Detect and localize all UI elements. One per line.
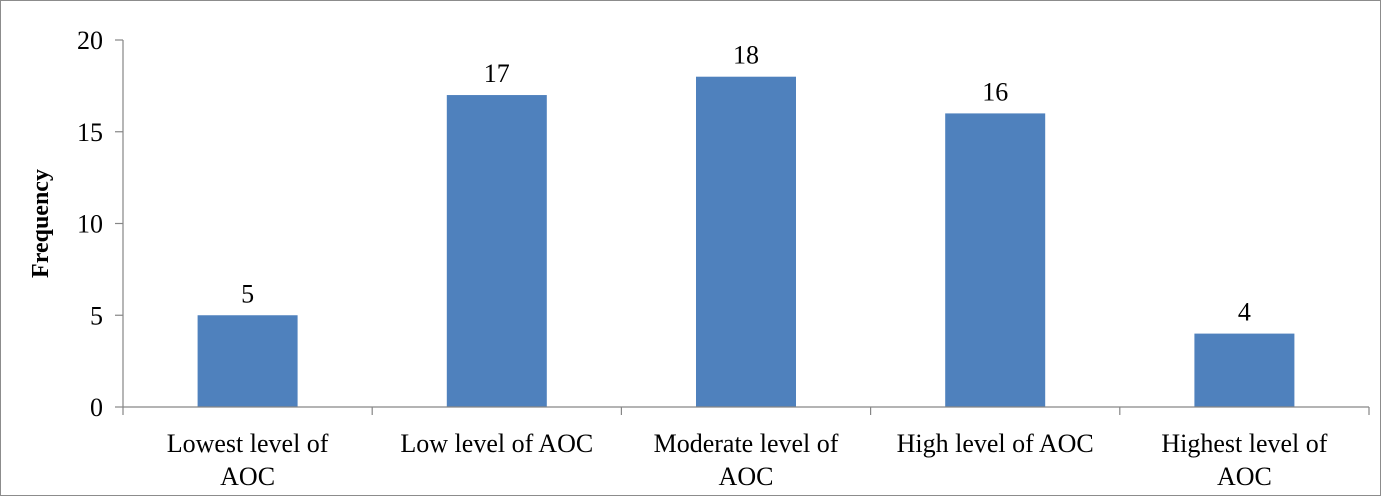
y-axis-ticks: 0 5 10 15 20 (77, 26, 123, 422)
bar (696, 76, 796, 407)
bar-value-label: 17 (484, 59, 510, 88)
x-axis-labels: Lowest level of AOC Low level of AOC Modera… (167, 429, 1328, 491)
y-tick-label: 0 (90, 393, 103, 422)
y-tick-label: 10 (77, 210, 103, 239)
x-category-label: Low level of AOC (400, 429, 593, 458)
x-category-label: High level of AOC (897, 429, 1094, 458)
bar-value-label: 5 (241, 279, 254, 308)
bar-value-label: 4 (1238, 298, 1251, 327)
x-axis-ticks (122, 407, 1370, 415)
bar-value-label: 16 (982, 77, 1008, 106)
bar (945, 113, 1046, 408)
y-axis-title: Frequency (28, 169, 54, 278)
bar (1194, 333, 1295, 407)
bar (197, 315, 298, 407)
data-labels: 5 17 18 16 4 (241, 41, 1251, 327)
bar (446, 95, 547, 408)
x-category-label: Lowest level of AOC (167, 429, 329, 491)
y-tick-label: 15 (77, 118, 103, 147)
y-tick-label: 20 (77, 26, 103, 55)
x-category-label: Moderate level of AOC (654, 429, 839, 491)
bars (197, 76, 1295, 408)
x-category-label: Highest level of AOC (1161, 429, 1327, 491)
y-tick-label: 5 (90, 301, 103, 330)
bar-value-label: 18 (733, 41, 759, 70)
